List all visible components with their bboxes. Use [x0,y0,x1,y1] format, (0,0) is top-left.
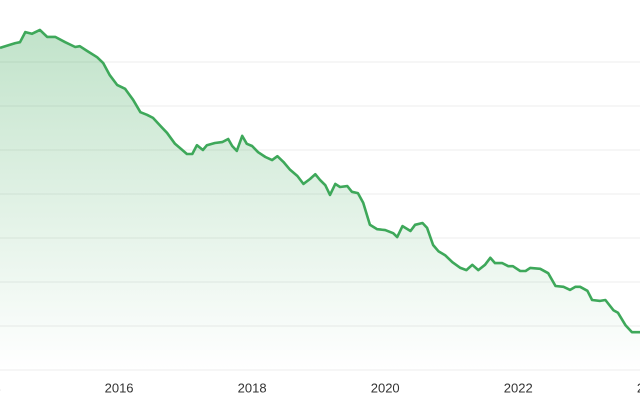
area [0,29,640,371]
x-tick-label: 2016 [105,380,134,395]
x-tick-label: 2024 [637,380,640,395]
x-tick-label: 2018 [238,380,267,395]
x-tick-label: 2020 [371,380,400,395]
x-tick-label: 2022 [504,380,533,395]
line [0,28,640,334]
